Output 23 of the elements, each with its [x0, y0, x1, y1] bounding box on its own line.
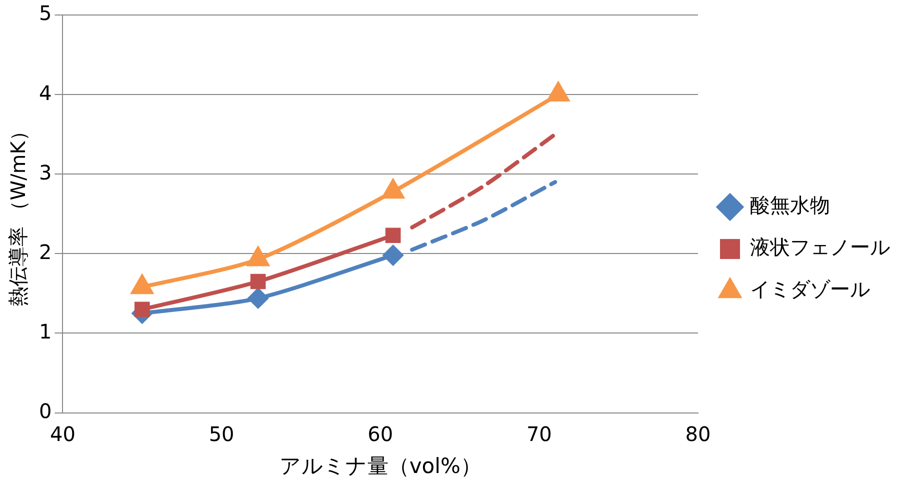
point [134, 302, 150, 318]
point [548, 82, 569, 102]
point [250, 274, 266, 290]
x-tick-label: 50 [208, 422, 234, 446]
point [382, 180, 404, 199]
point [385, 228, 401, 244]
y-tick-label: 2 [38, 240, 52, 264]
x-tick-label: 60 [368, 422, 394, 446]
point [383, 245, 404, 266]
legend-label: 酸無水物 [750, 193, 830, 218]
y-tick-label: 4 [38, 80, 52, 105]
legend-label: 液状フェノール [750, 235, 890, 260]
x-tick-label: 80 [685, 422, 711, 446]
x-tick-label: 70 [526, 422, 552, 446]
point [248, 288, 268, 308]
y-tick-label: 0 [38, 399, 52, 424]
x-axis-title: アルミナ量（vol%） [279, 454, 482, 478]
x-tick-label: 40 [50, 422, 76, 446]
y-tick-label: 1 [38, 319, 52, 344]
y-axis-title: 熱伝導率 （W/mK） [6, 121, 30, 307]
y-tick-label: 3 [38, 160, 52, 184]
y-tick-label: 5 [38, 1, 52, 26]
legend-label: イミダゾール [750, 277, 870, 302]
